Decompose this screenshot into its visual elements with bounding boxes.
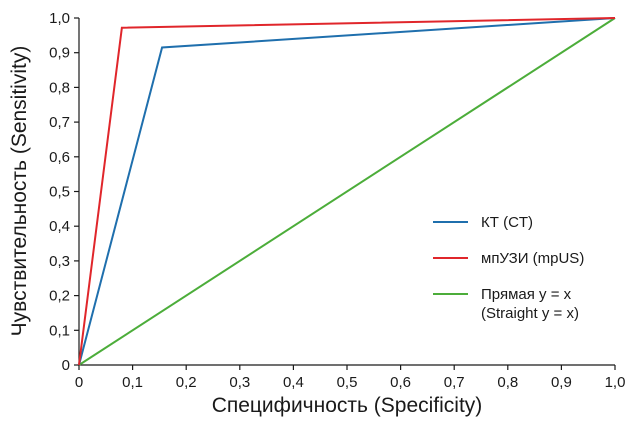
y-tick-label: 0,2 — [49, 288, 70, 305]
series-line-straight — [78, 17, 616, 366]
y-tick-label: 0,7 — [49, 114, 70, 131]
legend-label-ct: КТ (CT) — [481, 214, 533, 231]
legend-label-straight: Прямая y = x — [481, 286, 572, 303]
x-tick-label: 0,7 — [444, 374, 465, 391]
x-tick-label: 0,8 — [497, 374, 518, 391]
ticks: 0 0,1 0,2 0,3 0,4 0,5 0,6 0,7 0,8 0,9 1,0 0 0,1 0,2 0,… — [49, 10, 625, 391]
x-tick-label: 0,6 — [390, 374, 411, 391]
x-tick-label: 0,9 — [551, 374, 572, 391]
x-axis-title: Специфичность (Specificity) — [212, 394, 483, 417]
x-tick-label: 0,2 — [176, 374, 197, 391]
y-tick-label: 0,6 — [49, 149, 70, 166]
y-tick-label: 0,9 — [49, 45, 70, 62]
legend-label-straight-line2: (Straight y = x) — [481, 305, 579, 322]
x-tick-label: 0,4 — [283, 374, 304, 391]
x-tick-label: 0,1 — [122, 374, 143, 391]
y-tick-label: 0,5 — [49, 184, 70, 201]
x-tick-label: 0,3 — [229, 374, 250, 391]
y-axis-title: Чувствительность (Sensitivity) — [8, 46, 31, 337]
y-tick-label: 0,8 — [49, 79, 70, 96]
y-tick-label: 1,0 — [49, 10, 70, 27]
series-layer — [78, 17, 616, 366]
y-tick-label: 0,1 — [49, 322, 70, 339]
x-tick-label: 1,0 — [605, 374, 626, 391]
legend-label-mpus: мпУЗИ (mpUS) — [481, 250, 584, 267]
series-line-ct — [78, 17, 616, 366]
y-tick-label: 0,3 — [49, 253, 70, 270]
legend: КТ (CT) мпУЗИ (mpUS) Прямая y = x (Strai… — [433, 214, 584, 322]
x-tick-label: 0,5 — [337, 374, 358, 391]
y-tick-label: 0,4 — [49, 218, 70, 235]
y-tick-label: 0 — [62, 357, 70, 374]
x-tick-label: 0 — [75, 374, 83, 391]
series-line-mpus — [78, 17, 616, 366]
